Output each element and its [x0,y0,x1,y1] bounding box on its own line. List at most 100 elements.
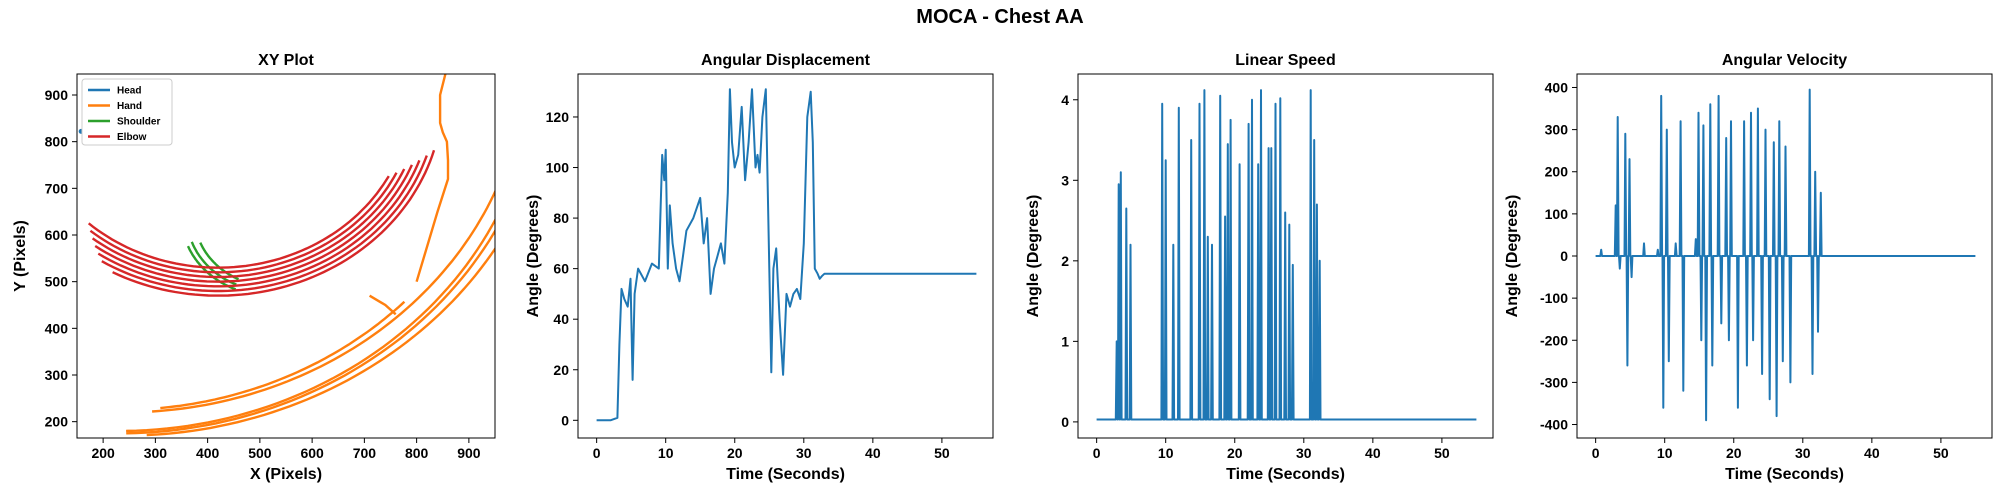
chart-4: 0 10 20 30 40 50 -400 -300 -200 -100 0 100 200 300 400… [1504,52,1993,483]
axes-frame [577,73,994,439]
series-line [1595,88,1976,422]
hand-trajectory [146,246,495,437]
hand-trajectory [126,217,495,433]
y-tick-label: 200 [1545,164,1569,180]
x-tick-label: 0 [593,445,601,461]
chart-title: Angular Velocity [1722,52,1847,69]
chart-3: 0 10 20 30 40 50 0 1 2 3 4 Linear Speed Time (Second… [1025,52,1494,483]
elbow-trajectory [94,164,413,283]
hand-trajectory [126,228,495,435]
axes-frame [1077,73,1494,439]
y-tick-label: 300 [45,367,69,383]
x-tick-label: 30 [796,445,812,461]
x-tick-label: 10 [1158,445,1174,461]
legend-label: Elbow [117,132,147,143]
x-axis-label: Time (Seconds) [726,466,845,483]
x-tick-label: 10 [1657,445,1673,461]
y-tick-label: 3 [1061,172,1069,188]
y-tick-label: 40 [553,311,569,327]
elbow-trajectory [101,155,428,293]
y-tick-label: 1 [1061,333,1069,349]
x-axis-label: X (Pixels) [250,466,322,483]
elbow-trajectory [112,149,436,297]
x-tick-label: 600 [300,445,324,461]
y-tick-label: 300 [1545,122,1569,138]
y-tick-label: 900 [45,87,69,103]
shoulder-trajectory [199,242,239,281]
y-tick-label: -300 [1540,374,1568,390]
y-tick-label: -100 [1540,290,1568,306]
x-tick-label: 20 [1726,445,1742,461]
y-tick-label: 100 [546,160,570,176]
y-tick-label: 700 [45,180,69,196]
x-tick-label: 20 [727,445,743,461]
y-axis-label: Y (Pixels) [12,220,29,292]
chart-title: Angular Displacement [701,52,871,69]
hand-trajectory [368,294,397,316]
y-tick-label: 60 [553,261,569,277]
y-tick-label: 500 [45,274,69,290]
legend-label: Hand [117,101,142,112]
y-tick-label: 120 [546,109,570,125]
chart-title: XY Plot [258,52,314,69]
x-tick-label: 30 [1296,445,1312,461]
hand-trajectory [415,74,450,283]
hand-trajectory [160,300,406,410]
plot-area [78,74,495,437]
chart-2: 0 10 20 30 40 50 0 20 40 60 80 100 120 Angular Displa… [525,52,994,483]
y-axis-label: Angle (Degrees) [1025,195,1042,318]
x-tick-label: 500 [248,445,272,461]
x-axis-label: Time (Seconds) [1226,466,1345,483]
x-tick-label: 900 [457,445,481,461]
x-tick-label: 0 [1592,445,1600,461]
hand-trajectory [152,189,495,413]
plot-area [1096,89,1477,421]
elbow-trajectory [97,159,421,288]
x-tick-label: 0 [1093,445,1101,461]
x-tick-label: 50 [1933,445,1949,461]
x-tick-label: 50 [1434,445,1450,461]
x-axis-label: Time (Seconds) [1725,466,1844,483]
legend-box [81,78,173,146]
series-line [596,88,977,422]
x-tick-label: 400 [196,445,220,461]
x-tick-label: 50 [934,445,950,461]
x-tick-label: 40 [1864,445,1880,461]
elbow-trajectory [87,175,390,269]
y-tick-label: 20 [553,362,569,378]
elbow-trajectory [89,172,398,274]
y-tick-label: 100 [1545,206,1569,222]
figure-title: MOCA - Chest AA [916,6,1084,28]
y-tick-label: 800 [45,134,69,150]
y-axis-label: Angle (Degrees) [525,195,542,318]
elbow-trajectory [91,168,406,279]
x-tick-label: 700 [353,445,377,461]
x-tick-label: 800 [405,445,429,461]
series-line [1096,89,1477,421]
axes-frame [76,73,496,439]
x-tick-label: 30 [1795,445,1811,461]
y-tick-label: 400 [1545,79,1569,95]
y-tick-label: 0 [1061,414,1069,430]
y-tick-label: 400 [45,320,69,336]
y-tick-label: 200 [45,414,69,430]
y-tick-label: 0 [561,412,569,428]
plot-area [596,88,977,422]
y-tick-label: -200 [1540,332,1568,348]
x-tick-label: 200 [91,445,115,461]
legend-label: Shoulder [117,117,160,128]
chart-title: Linear Speed [1235,52,1335,69]
plot-area [1595,88,1976,422]
legend-label: Head [117,86,141,97]
x-tick-label: 300 [144,445,168,461]
x-tick-label: 20 [1227,445,1243,461]
x-tick-label: 40 [1365,445,1381,461]
x-tick-label: 10 [658,445,674,461]
legend: Head Hand Shoulder Elbow [81,78,173,146]
y-axis-label: Angle (Degrees) [1504,195,1521,318]
y-tick-label: -400 [1540,417,1568,433]
y-tick-label: 2 [1061,253,1069,269]
y-tick-label: 0 [1560,248,1568,264]
y-tick-label: 600 [45,227,69,243]
